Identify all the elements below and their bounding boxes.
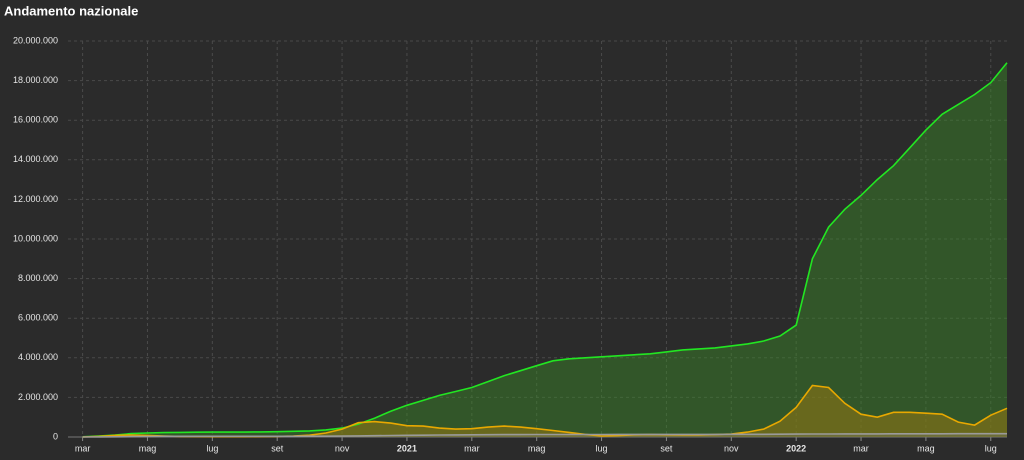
- areas: [82, 62, 1008, 438]
- x-tick-label: 2022: [786, 443, 806, 453]
- y-tick-label: 12.000.000: [13, 194, 58, 204]
- y-tick-label: 4.000.000: [18, 352, 58, 362]
- chart-title: Andamento nazionale: [4, 3, 138, 18]
- lines: [82, 62, 1008, 438]
- x-tick-label: set: [271, 443, 284, 453]
- x-tick-label: mar: [75, 443, 91, 453]
- grid: [68, 40, 1007, 441]
- area: [82, 385, 1008, 437]
- x-tick-label: mag: [139, 443, 157, 453]
- x-tick-label: mar: [464, 443, 480, 453]
- x-tick-label: set: [660, 443, 673, 453]
- labels: 0 2.000.000 4.000.000 6.000.000 8.000.000 10.…: [13, 35, 997, 453]
- y-tick-label: 6.000.000: [18, 313, 58, 323]
- x-tick-label: mag: [917, 443, 935, 453]
- y-tick-label: 20.000.000: [13, 35, 58, 45]
- y-tick-label: 14.000.000: [13, 154, 58, 164]
- y-tick-label: 2.000.000: [18, 392, 58, 402]
- x-tick-label: 2021: [397, 443, 417, 453]
- x-tick-label: lug: [596, 443, 608, 453]
- y-tick-label: 10.000.000: [13, 233, 58, 243]
- y-tick-label: 16.000.000: [13, 115, 58, 125]
- line: [82, 432, 1007, 438]
- x-tick-label: lug: [206, 443, 218, 453]
- area: [82, 62, 1008, 438]
- y-tick-label: 8.000.000: [18, 273, 58, 283]
- y-tick-label: 18.000.000: [13, 75, 58, 85]
- x-tick-label: nov: [335, 443, 350, 453]
- y-tick-label: 0: [53, 431, 58, 441]
- x-tick-label: lug: [985, 443, 997, 453]
- line: [82, 62, 1008, 438]
- x-tick-label: mar: [853, 443, 869, 453]
- x-tick-label: nov: [724, 443, 739, 453]
- x-tick-label: mag: [528, 443, 546, 453]
